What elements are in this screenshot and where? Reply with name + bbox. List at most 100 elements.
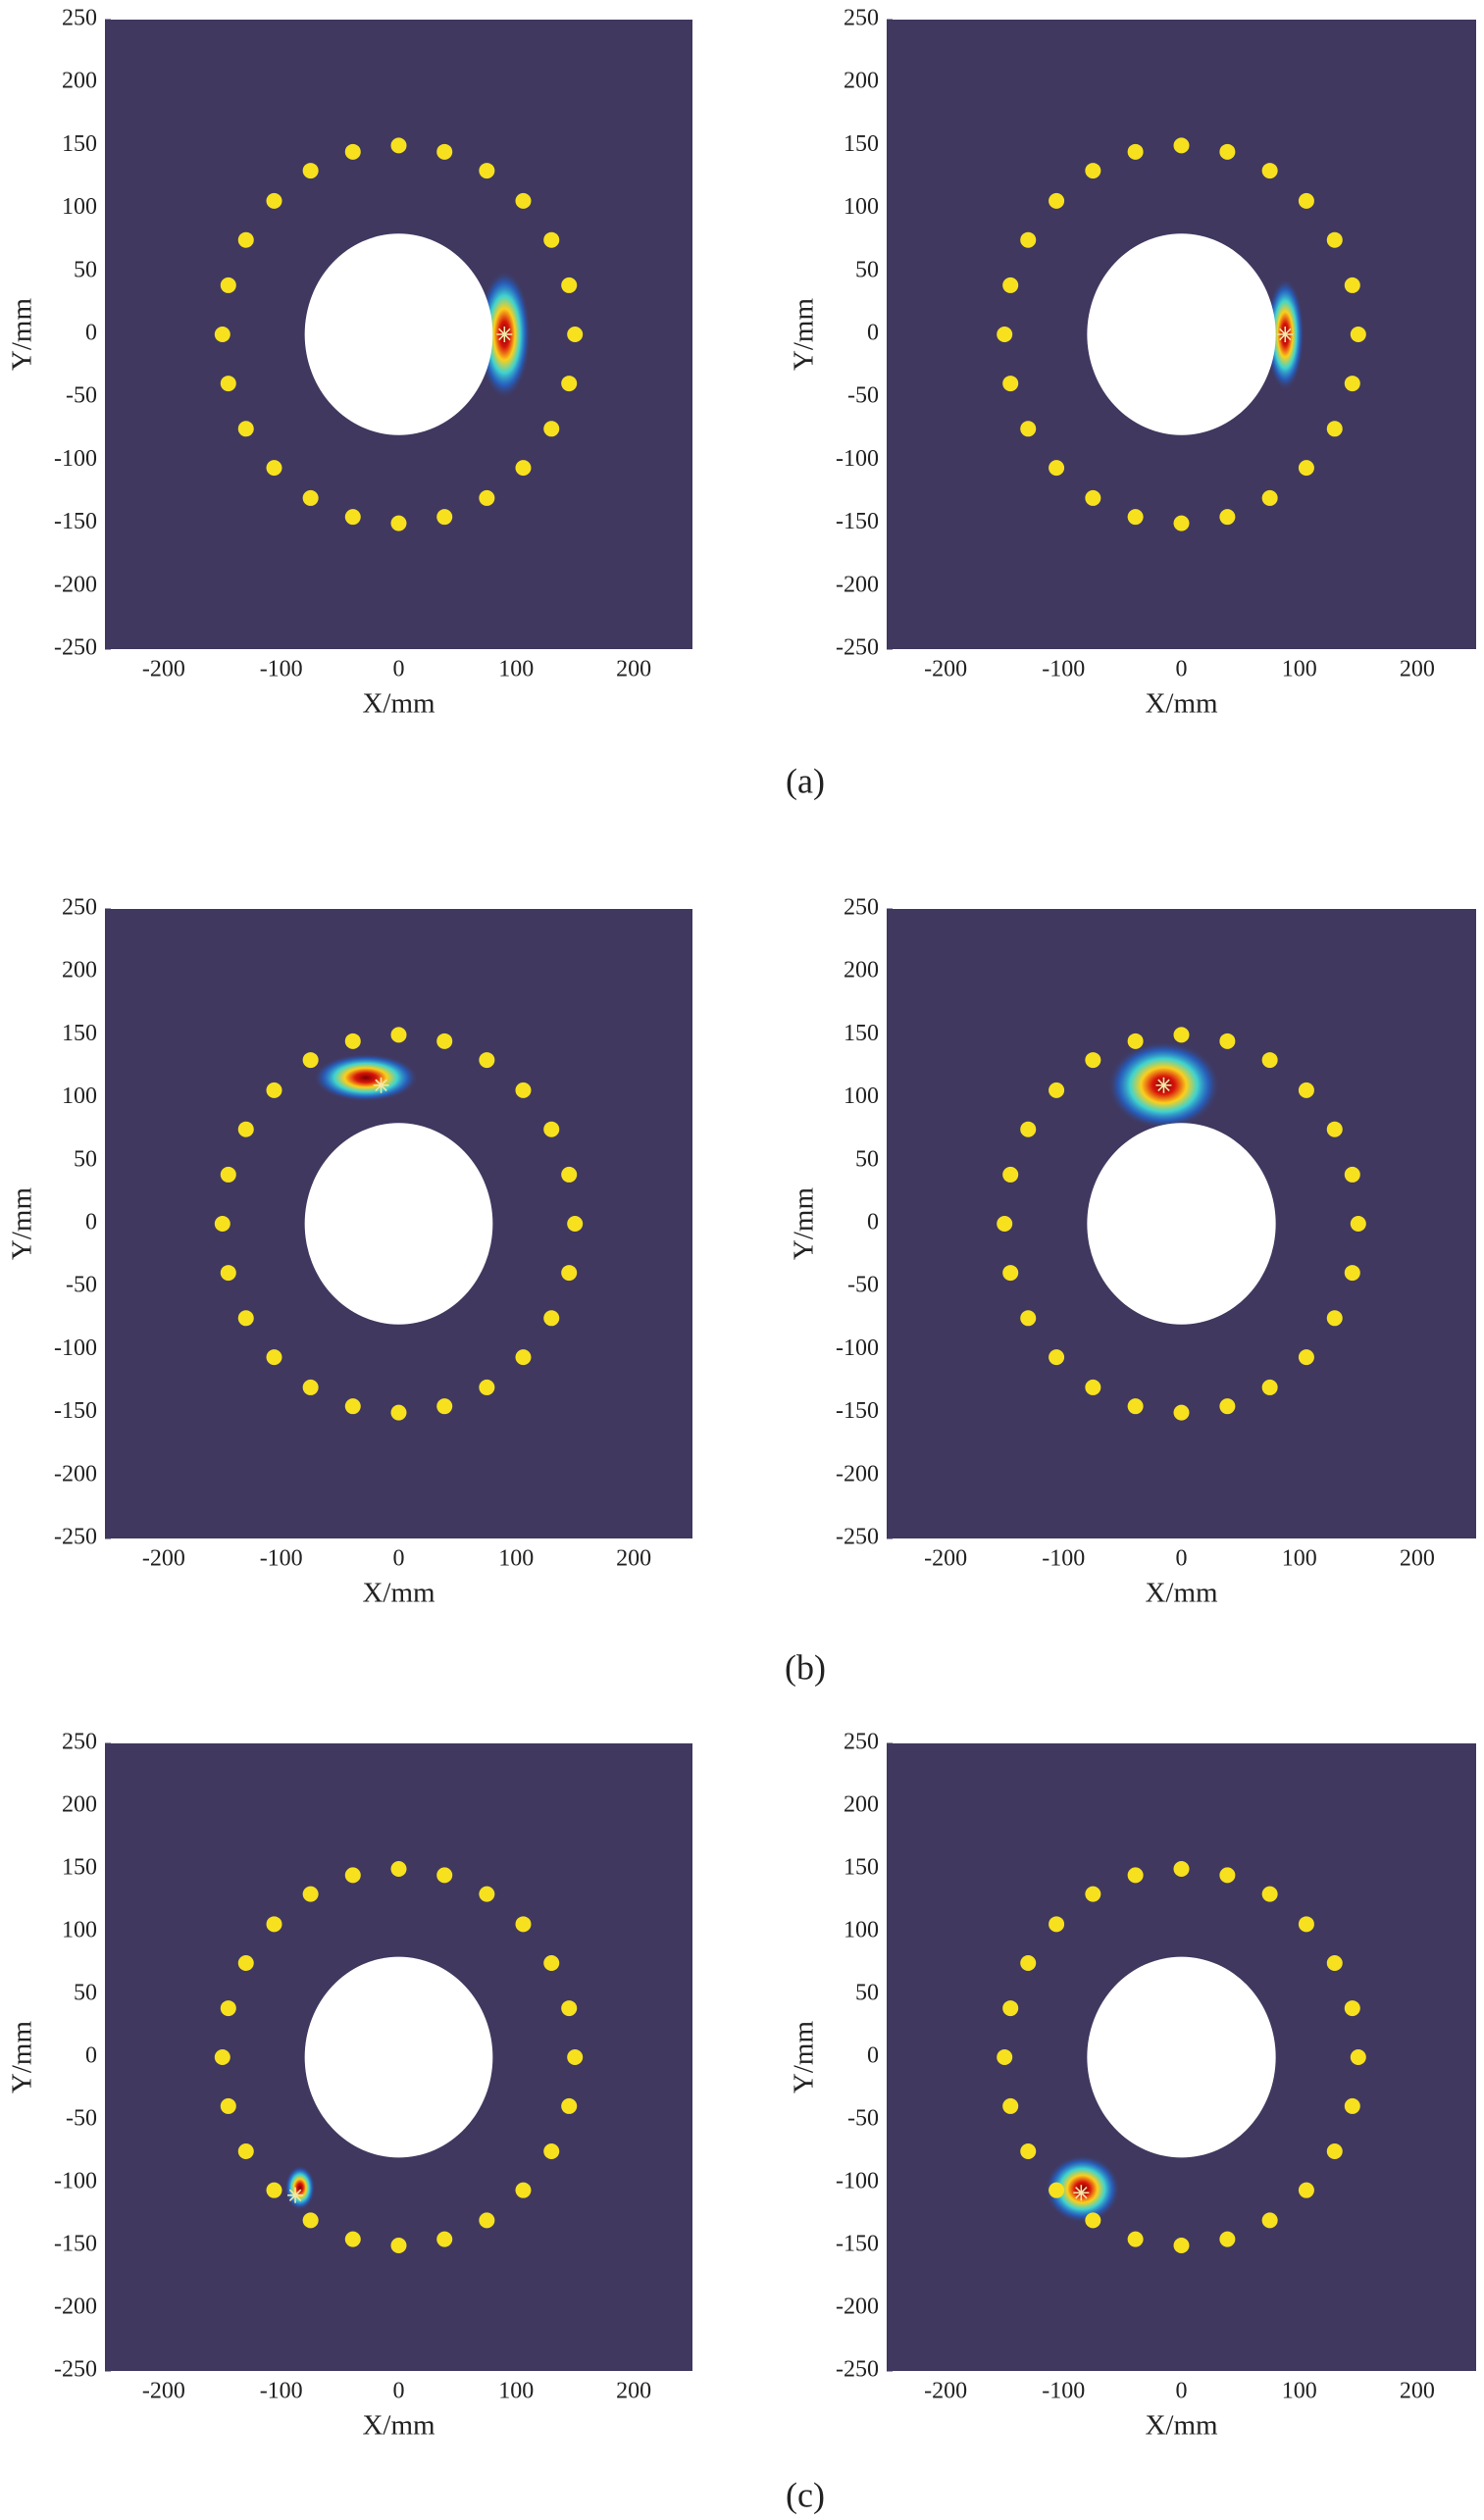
y-tick-label: 100 [62, 194, 97, 220]
y-tick-label: 50 [855, 1981, 879, 2006]
sensor [1344, 277, 1360, 293]
sensor [567, 1216, 584, 1232]
sensor [344, 143, 361, 160]
y-tick-label: -200 [836, 2294, 879, 2320]
y-tick-label: -250 [836, 2357, 879, 2383]
heat-peak [313, 1053, 419, 1102]
sensor [1020, 1121, 1037, 1137]
x-tick-label: -200 [142, 2379, 185, 2404]
x-tick-label: 200 [616, 2379, 651, 2404]
sensor [1002, 1265, 1019, 1282]
x-tick-label: 0 [1176, 657, 1188, 682]
y-tick-label: 0 [867, 1210, 879, 1235]
sensor [237, 1121, 254, 1137]
sensor [1085, 1379, 1101, 1395]
sensor [214, 2049, 230, 2065]
x-tick-label: 100 [1282, 1546, 1317, 1572]
y-tick-label: -150 [836, 2232, 879, 2257]
y-tick-label: -150 [836, 509, 879, 534]
caption: (b) [785, 1647, 826, 1687]
y-tick-label: 150 [844, 1855, 879, 1881]
sensor [543, 231, 560, 248]
x-axis-label: X/mm [362, 2410, 435, 2442]
sensor [390, 1027, 407, 1043]
x-axis-label: X/mm [1145, 1578, 1218, 1609]
sensor [515, 1349, 532, 1366]
x-tick-label: 200 [1400, 1546, 1435, 1572]
y-tick-label: -200 [54, 572, 97, 597]
sensor [1261, 1379, 1278, 1395]
y-tick-label: -50 [847, 1273, 879, 1298]
sensor [1173, 1861, 1190, 1877]
x-tick-label: -100 [1042, 1546, 1085, 1572]
sensor [1002, 376, 1019, 392]
sensor [1298, 1916, 1314, 1933]
sensor [220, 1265, 236, 1282]
y-tick-label: -250 [54, 635, 97, 661]
y-tick-label: -200 [54, 1461, 97, 1487]
sensor [479, 1886, 495, 1902]
x-axis-label: X/mm [362, 1578, 435, 1609]
sensor [1298, 460, 1314, 477]
y-tick-label: 0 [867, 2043, 879, 2069]
y-tick-label: -100 [836, 2169, 879, 2194]
x-tick-label: -200 [924, 2379, 967, 2404]
panel: -200 -100 0 100 200 -250 -200 -150 -100 -50 0 50 100… [789, 895, 1476, 1609]
sensor [515, 1916, 532, 1933]
y-tick-label: 200 [62, 958, 97, 983]
sensor [479, 489, 495, 506]
sensor [344, 2231, 361, 2247]
sensor [997, 327, 1013, 342]
sensor [1344, 2097, 1360, 2114]
y-tick-label: 50 [74, 1981, 97, 2006]
estimate-marker [1155, 1077, 1172, 1093]
sensor [1049, 192, 1065, 209]
x-tick-label: -100 [260, 2379, 303, 2404]
sensor [1020, 1955, 1037, 1971]
y-tick-label: -200 [54, 2294, 97, 2320]
y-tick-label: 0 [85, 2043, 97, 2069]
y-tick-label: -100 [54, 1336, 97, 1361]
y-tick-label: 0 [85, 1210, 97, 1235]
sensor [1173, 2238, 1190, 2253]
sensor [515, 2182, 532, 2198]
y-axis-label: Y/mm [7, 2021, 38, 2094]
x-tick-label: 100 [498, 1546, 534, 1572]
sensor [1085, 163, 1101, 179]
estimate-marker [373, 1077, 389, 1093]
sensor [1344, 2000, 1360, 2017]
sensor [436, 2231, 453, 2247]
hole [304, 1956, 493, 2158]
sensor [561, 1265, 578, 1282]
sensor [344, 1398, 361, 1415]
y-tick-label: -250 [836, 1525, 879, 1550]
sensor [220, 2000, 236, 2017]
sensor [1326, 1121, 1343, 1137]
sensor [543, 1121, 560, 1137]
sensor [1020, 2143, 1037, 2159]
sensor [237, 1955, 254, 1971]
x-tick-label: 100 [498, 2379, 534, 2404]
sensor [997, 1216, 1013, 1232]
sensor [1219, 2231, 1236, 2247]
sensor [302, 1379, 319, 1395]
y-tick-label: 150 [844, 1021, 879, 1046]
sensor [479, 2212, 495, 2229]
sensor [561, 1166, 578, 1183]
sensor [543, 1955, 560, 1971]
sensor [1326, 421, 1343, 437]
y-tick-label: 150 [62, 131, 97, 157]
x-axis-label: X/mm [1145, 2410, 1218, 2442]
sensor [1020, 231, 1037, 248]
panel: -200 -100 0 100 200 -250 -200 -150 -100 -50 0 50 100… [789, 1730, 1476, 2442]
sensor [1219, 1867, 1236, 1884]
sensor [1127, 143, 1144, 160]
sensor [1173, 515, 1190, 531]
sensor [515, 192, 532, 209]
sensor [1326, 231, 1343, 248]
sensor [479, 1052, 495, 1069]
x-tick-label: 200 [1400, 2379, 1435, 2404]
sensor [1326, 1955, 1343, 1971]
sensor [302, 2212, 319, 2229]
